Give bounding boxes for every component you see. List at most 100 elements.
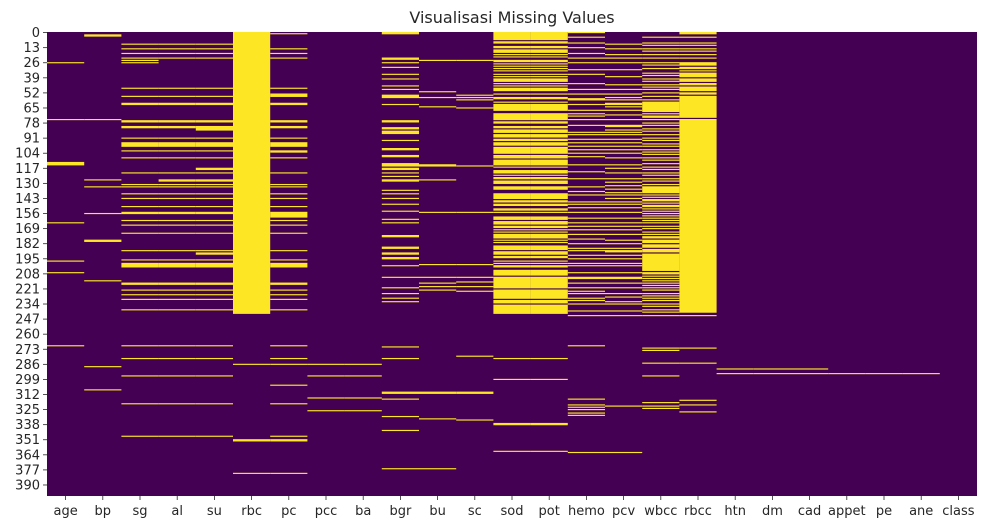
missing-cell-pc <box>270 211 308 218</box>
missing-cell-pot <box>530 177 568 180</box>
missing-cell-su <box>195 298 233 300</box>
missing-cell-su <box>195 57 233 59</box>
missing-cell-al <box>158 150 196 152</box>
missing-cell-pot <box>530 93 568 95</box>
chart-title: Visualisasi Missing Values <box>409 8 614 27</box>
missing-cell-wbcc <box>642 405 680 407</box>
missing-cell-sc <box>456 276 494 278</box>
missing-cell-pcv <box>605 451 643 454</box>
missing-cell-wbcc <box>642 86 680 88</box>
missing-cell-wbcc <box>642 134 680 136</box>
missing-cell-hemo <box>567 98 605 101</box>
missing-cell-sod <box>493 54 531 56</box>
missing-cell-su <box>195 357 233 360</box>
missing-cell-pc <box>270 33 308 35</box>
missing-cell-bgr <box>381 468 419 470</box>
missing-cell-rbcc <box>679 399 717 401</box>
missing-cell-sod <box>493 67 531 70</box>
missing-cell-hemo <box>567 115 605 117</box>
y-axis: 0132639526578911041171301431561691821952… <box>15 26 47 493</box>
missing-cell-pot <box>530 208 568 211</box>
x-tick-label: pcv <box>612 504 635 519</box>
missing-cell-pcv <box>605 129 643 131</box>
missing-cell-su <box>195 403 233 405</box>
missing-cell-pot <box>530 103 568 111</box>
missing-cell-hemo <box>567 119 605 121</box>
missing-cell-hemo <box>567 194 605 196</box>
missing-cell-al <box>158 224 196 226</box>
x-tick-label: dm <box>762 504 783 519</box>
missing-cell-hemo <box>567 142 605 144</box>
missing-cell-wbcc <box>642 282 680 284</box>
missing-cell-sod <box>493 78 531 82</box>
missing-cell-wbcc <box>642 74 680 77</box>
missing-cell-sg <box>121 183 159 186</box>
missing-cell-wbcc <box>642 149 680 151</box>
missing-cell-wbcc <box>642 375 680 377</box>
missing-cell-wbcc <box>642 287 680 289</box>
missing-cell-bgr <box>381 73 419 75</box>
missing-cell-sod <box>493 378 531 380</box>
missing-cell-sod <box>493 422 531 426</box>
missing-cell-age <box>47 62 85 64</box>
missing-cell-al <box>158 357 196 360</box>
missing-cell-wbcc <box>642 402 680 404</box>
missing-cell-hemo <box>567 262 605 264</box>
missing-cell-hemo <box>567 406 605 408</box>
missing-cell-ba <box>344 363 382 365</box>
missing-cell-hemo <box>567 265 605 267</box>
missing-cell-al <box>158 157 196 159</box>
missing-cell-pcv <box>605 164 643 166</box>
missing-cell-pc <box>270 172 308 174</box>
x-tick-label: pe <box>876 504 892 519</box>
missing-cell-pcv <box>605 119 643 121</box>
missing-cell-sod <box>493 166 531 168</box>
missing-cell-wbcc <box>642 289 680 291</box>
missing-cell-wbcc <box>642 231 680 233</box>
missing-cell-wbcc <box>642 80 680 82</box>
missing-cell-sc <box>456 211 494 213</box>
missing-cell-pcv <box>605 181 643 183</box>
missing-cell-dm <box>753 368 791 370</box>
missing-cell-bgr <box>381 203 419 205</box>
y-tick-label: 182 <box>15 237 40 252</box>
heatmap-body <box>47 32 977 496</box>
missing-cell-sod <box>493 357 531 360</box>
missing-cell-wbcc <box>642 151 680 153</box>
missing-cell-sc <box>456 96 494 99</box>
missing-cell-sod <box>493 146 531 154</box>
x-tick-label: pc <box>281 504 296 519</box>
missing-cell-pot <box>530 166 568 168</box>
missing-cell-sod <box>493 138 531 142</box>
missing-cell-sg <box>121 250 159 252</box>
missing-cell-hemo <box>567 138 605 140</box>
missing-cell-rbcc <box>679 50 717 52</box>
missing-cell-wbcc <box>642 210 680 212</box>
missing-cell-pcv <box>605 315 643 317</box>
missing-cell-al <box>158 289 196 291</box>
missing-cell-wbcc <box>642 311 680 313</box>
missing-cell-pot <box>530 276 568 289</box>
missing-cell-wbcc <box>642 217 680 219</box>
missing-cell-pot <box>530 170 568 174</box>
y-tick-label: 104 <box>15 147 40 162</box>
missing-cell-sod <box>493 245 531 251</box>
missing-cell-bgr <box>381 276 419 278</box>
missing-cell-hemo <box>567 276 605 280</box>
missing-cell-sod <box>493 45 531 49</box>
missing-cell-pot <box>530 67 568 70</box>
missing-cell-hemo <box>567 225 605 227</box>
missing-cell-al <box>158 125 196 129</box>
missing-cell-bgr <box>381 78 419 80</box>
missing-cell-rbcc <box>679 36 717 38</box>
missing-cell-pot <box>530 262 568 264</box>
missing-cell-ane <box>902 373 940 375</box>
y-tick-label: 312 <box>15 388 40 403</box>
y-tick-label: 39 <box>23 71 40 86</box>
missing-cell-sg <box>121 232 159 234</box>
missing-cell-hemo <box>567 113 605 115</box>
missing-cell-sg <box>121 142 159 147</box>
missing-cell-pc <box>270 219 308 222</box>
missing-cell-bu <box>419 96 457 99</box>
missing-cell-wbcc <box>642 163 680 165</box>
